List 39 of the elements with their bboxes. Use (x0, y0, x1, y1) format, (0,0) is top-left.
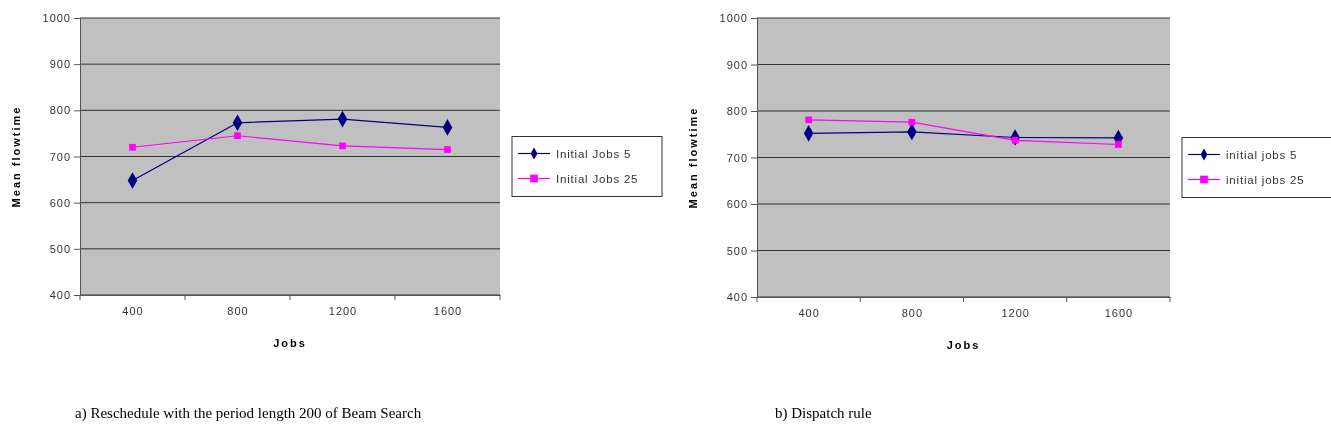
y-tick-label: 700 (49, 150, 71, 163)
y-axis-title: Mean flowtime (10, 105, 22, 208)
x-axis-title: Jobs (273, 337, 307, 349)
x-tick-label: 400 (798, 306, 820, 319)
y-tick-label: 500 (49, 242, 71, 255)
y-tick-label: 400 (726, 291, 748, 304)
point (339, 142, 346, 150)
y-tick-label: 500 (726, 244, 748, 257)
x-tick-label: 1600 (1104, 306, 1134, 319)
point (234, 132, 241, 140)
point (908, 118, 916, 126)
y-tick-label: 900 (49, 58, 71, 71)
x-axis-title: Jobs (946, 339, 981, 351)
point (805, 116, 812, 124)
y-axis-title: Mean flowtime (687, 106, 699, 209)
y-tick-label: 1000 (719, 12, 748, 25)
point (444, 146, 451, 153)
y-tick-label: 700 (726, 151, 748, 164)
y-tick-label: 400 (49, 289, 71, 302)
y-tick-label: 600 (726, 198, 748, 211)
text: a) Reschedule with the period length 200 of Beam Search (75, 405, 422, 422)
x-tick-label: 1200 (328, 304, 358, 317)
x-tick-label: 800 (901, 306, 924, 319)
y-tick-label: 800 (726, 105, 748, 118)
point (129, 143, 136, 151)
x-tick-label: 800 (227, 304, 249, 317)
point (1115, 141, 1122, 148)
y-tick-label: 1000 (42, 12, 71, 25)
legend-label: Initial Jobs 25 (556, 172, 639, 185)
legend-label: initial jobs 25 (1226, 173, 1305, 186)
y-tick-label: 800 (49, 104, 71, 117)
x-tick-label: 1200 (1001, 306, 1030, 319)
legend-label: initial jobs 5 (1226, 148, 1298, 161)
legend-label: Initial Jobs 5 (556, 147, 632, 160)
y-tick-label: 600 (49, 196, 71, 209)
text: b) Dispatch rule (775, 405, 872, 422)
y-tick-label: 900 (726, 58, 748, 71)
x-tick-label: 400 (122, 304, 144, 317)
x-tick-label: 1600 (433, 304, 463, 317)
